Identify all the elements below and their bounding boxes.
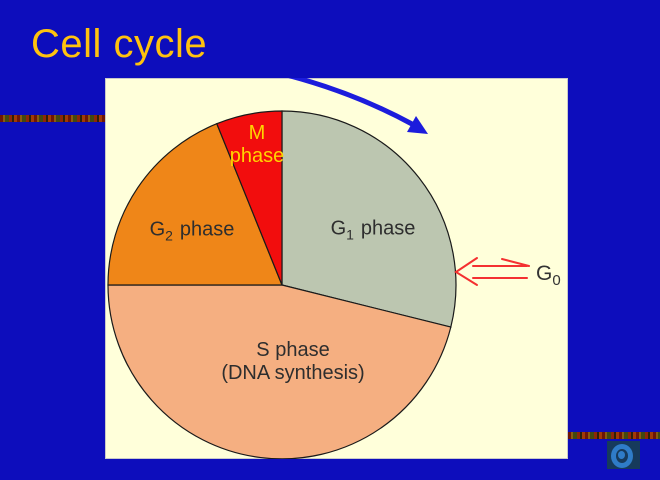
- g2-label-subscript: 2: [165, 227, 173, 244]
- cycle-arrow-head-icon: [407, 116, 428, 134]
- pie-slice-g2-phase: [107, 122, 283, 286]
- g1-phase-label: G1 phase: [330, 217, 416, 243]
- g0-arrow-head-icon: [454, 257, 478, 286]
- s-label-line1: S phase: [256, 339, 330, 361]
- g2-phase-label: G2 phase: [149, 218, 235, 244]
- g0-label-base: G: [536, 262, 553, 285]
- pie-slice-m-phase: [216, 110, 283, 286]
- g1-label-subscript: 1: [346, 226, 354, 243]
- g0-arrow-flourish: [501, 258, 530, 267]
- g2-label-base: G: [149, 218, 166, 241]
- logo-pupil-icon: [618, 451, 625, 459]
- s-label-line2: (DNA synthesis): [221, 362, 365, 384]
- pie-slice-s-phase: [107, 284, 452, 459]
- pie-slice-g1-phase: [281, 110, 457, 328]
- g0-label-subscript: 0: [552, 272, 561, 290]
- slide-title: Cell cycle: [31, 22, 208, 66]
- cycle-arrow-shaft: [288, 78, 415, 127]
- g0-label: G0: [536, 262, 561, 288]
- g2-label-rest: phase: [179, 218, 235, 241]
- m-phase-label: M phase: [230, 122, 285, 168]
- cycle-direction-arrow: [288, 78, 428, 134]
- cell-cycle-pie-chart: [107, 78, 530, 459]
- diagram-panel: G1 phase G2 phase M phase S phase (DNA syn…: [105, 78, 568, 459]
- g0-arrow: [454, 257, 530, 286]
- m-label-line2: phase: [229, 145, 285, 167]
- publisher-logo-icon: [607, 441, 640, 469]
- m-label-line1: M: [248, 122, 266, 144]
- g1-label-base: G: [330, 217, 347, 240]
- logo-ring-icon: [611, 444, 633, 468]
- g1-label-rest: phase: [360, 217, 416, 240]
- s-phase-label: S phase (DNA synthesis): [221, 339, 364, 385]
- right-decorative-strip: [568, 432, 660, 439]
- left-decorative-strip: [0, 115, 106, 122]
